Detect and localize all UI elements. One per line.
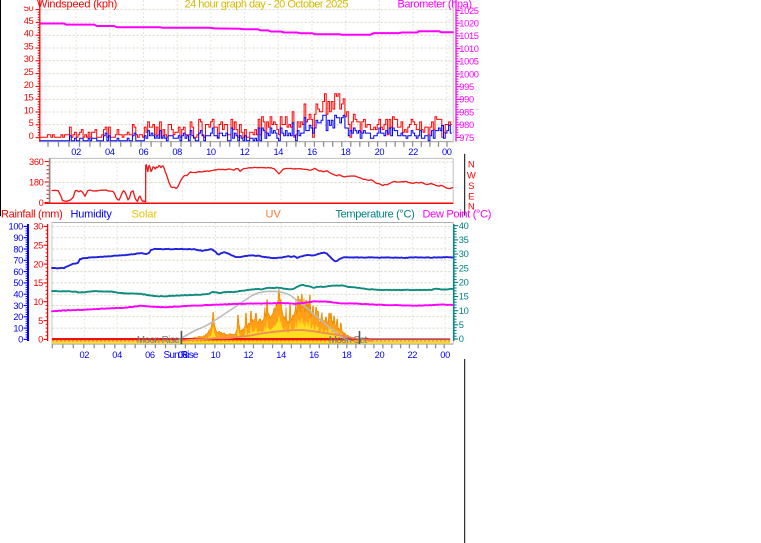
svg-text:1005: 1005 [459,57,478,67]
svg-text:12: 12 [240,147,250,157]
svg-text:15: 15 [24,93,34,103]
svg-text:40: 40 [459,221,469,231]
svg-text:50: 50 [24,3,34,13]
svg-text:40: 40 [13,290,23,300]
svg-text:06: 06 [139,147,149,157]
svg-text:20: 20 [13,312,23,322]
svg-text:975: 975 [459,133,474,143]
svg-text:0: 0 [39,198,44,208]
svg-text:22: 22 [407,350,417,360]
svg-text:10: 10 [211,350,221,360]
svg-text:90: 90 [13,233,23,243]
svg-text:02: 02 [79,350,89,360]
svg-text:0: 0 [18,335,23,345]
svg-text:16: 16 [307,147,317,157]
svg-text:5: 5 [29,118,34,128]
svg-text:08: 08 [178,350,188,360]
svg-text:15: 15 [459,292,469,302]
svg-text:06: 06 [145,350,155,360]
svg-text:30: 30 [33,222,43,232]
svg-text:S: S [468,181,474,192]
svg-text:15: 15 [33,278,43,288]
svg-text:N: N [468,160,475,171]
svg-text:25: 25 [459,263,469,273]
svg-text:990: 990 [459,95,474,105]
svg-text:1000: 1000 [459,69,478,79]
svg-text:02: 02 [71,147,81,157]
svg-text:10: 10 [13,323,23,333]
svg-text:14: 14 [273,147,283,157]
svg-text:0: 0 [29,131,34,141]
svg-text:10: 10 [206,147,216,157]
svg-text:10: 10 [459,306,469,316]
svg-text:Humidity: Humidity [71,208,113,220]
svg-text:180: 180 [29,177,44,187]
svg-text:Dew Point (°C): Dew Point (°C) [423,208,492,220]
svg-text:20: 20 [375,350,385,360]
svg-text:18: 18 [342,350,352,360]
svg-text:70: 70 [13,256,23,266]
svg-text:W: W [467,170,476,181]
svg-text:Moon Rise: Moon Rise [137,335,180,346]
svg-text:04: 04 [112,350,122,360]
svg-text:24 hour graph day - 20 October: 24 hour graph day - 20 October 2025 [185,0,349,11]
svg-text:80: 80 [13,244,23,254]
svg-text:20: 20 [33,259,43,269]
svg-text:25: 25 [33,241,43,251]
svg-text:Rainfall (mm): Rainfall (mm) [1,208,63,220]
svg-text:30: 30 [459,249,469,259]
svg-text:16: 16 [309,350,319,360]
svg-text:Moon Set: Moon Set [329,335,368,346]
svg-text:10: 10 [33,297,43,307]
svg-text:980: 980 [459,120,474,130]
svg-text:35: 35 [24,41,34,51]
svg-text:08: 08 [178,350,188,360]
svg-text:5: 5 [38,316,43,326]
svg-text:12: 12 [243,350,253,360]
svg-text:30: 30 [13,301,23,311]
svg-text:20: 20 [459,278,469,288]
svg-text:20: 20 [375,147,385,157]
svg-text:Solar: Solar [132,208,158,220]
svg-text:10: 10 [24,105,34,115]
svg-text:1020: 1020 [459,19,478,29]
svg-text:985: 985 [459,107,474,117]
svg-text:0: 0 [459,334,464,344]
svg-text:360: 360 [29,157,44,167]
svg-text:40: 40 [24,29,34,39]
svg-text:1025: 1025 [459,6,478,16]
svg-text:Sun Rise: Sun Rise [164,350,199,361]
svg-text:0: 0 [38,335,43,345]
svg-text:Barometer (hpa): Barometer (hpa) [398,0,472,11]
svg-text:UV: UV [266,208,282,220]
svg-text:35: 35 [459,235,469,245]
svg-text:1015: 1015 [459,31,478,41]
svg-text:25: 25 [24,67,34,77]
svg-text:100: 100 [9,222,24,232]
svg-text:60: 60 [13,267,23,277]
svg-text:N: N [468,202,475,213]
svg-text:Windspeed (kph): Windspeed (kph) [37,0,117,11]
svg-text:18: 18 [341,147,351,157]
svg-text:Temperature (°C): Temperature (°C) [336,208,415,220]
svg-text:1010: 1010 [459,44,478,54]
svg-text:50: 50 [13,278,23,288]
svg-text:14: 14 [276,350,286,360]
svg-text:5: 5 [459,320,464,330]
svg-text:08: 08 [172,147,182,157]
svg-text:00: 00 [442,147,452,157]
svg-text:04: 04 [105,147,115,157]
svg-text:22: 22 [408,147,418,157]
svg-text:20: 20 [24,80,34,90]
svg-text:995: 995 [459,82,474,92]
svg-text:30: 30 [24,54,34,64]
svg-text:E: E [468,192,474,203]
svg-text:45: 45 [24,16,34,26]
svg-text:00: 00 [440,350,450,360]
